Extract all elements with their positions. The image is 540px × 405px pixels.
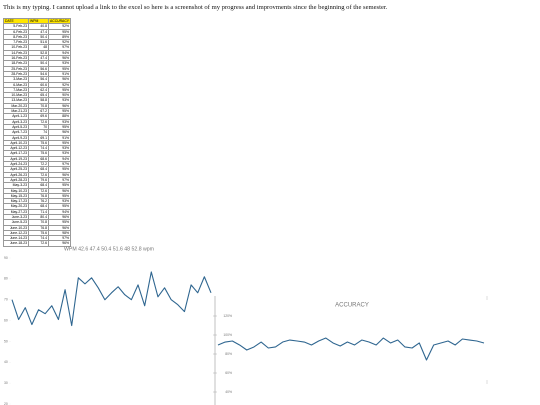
- data-line: [11, 271, 212, 327]
- table-row: April-9-23 69.1 91%: [3, 134, 72, 141]
- y-tick-label: 20: [4, 402, 8, 405]
- y-tick-label: 80%: [225, 352, 232, 356]
- data-line: [217, 337, 485, 361]
- chart-title: WPM 42.6 47.4 50.4 51.6 48 52.8 wpm: [64, 246, 154, 252]
- table-row: April-7-23 74 96%: [3, 129, 72, 136]
- y-tick-label: 40%: [225, 390, 232, 394]
- y-tick-label: 90: [4, 256, 8, 260]
- y-tick-label: 40: [4, 360, 8, 364]
- y-tick-label: 50: [4, 339, 8, 343]
- table-header: DATE WPM ACCURACY: [3, 17, 72, 25]
- intro-text: This is my typing. I cannot upload a lin…: [3, 4, 388, 11]
- table-row: April-12-23 74.4 93%: [3, 145, 72, 152]
- table-cell: 96%: [47, 240, 72, 247]
- table-row: 8-Feb-23 50.4 89%: [3, 33, 72, 41]
- progress-table: DATE WPM ACCURACY 5-Feb-23 40.8 92% 6-Feb-23 47…: [3, 17, 72, 247]
- y-tick-label: 70: [4, 298, 8, 302]
- table-row: 10-Feb-23 48 97%: [3, 44, 72, 51]
- chart-title: ACCURACY: [335, 303, 369, 309]
- y-tick-label: 30: [4, 381, 8, 385]
- y-tick-label: 60: [4, 318, 8, 322]
- y-tick-label: 60%: [225, 371, 232, 375]
- header-cell: ACCURACY: [47, 17, 72, 25]
- y-tick-label: 120%: [223, 314, 232, 318]
- table-row: June-18-23 72.6 96%: [3, 240, 72, 247]
- y-tick-label: 80: [4, 277, 8, 281]
- y-tick-label: 100%: [223, 333, 232, 337]
- table-row: May-17-23 76.2 93%: [3, 198, 72, 205]
